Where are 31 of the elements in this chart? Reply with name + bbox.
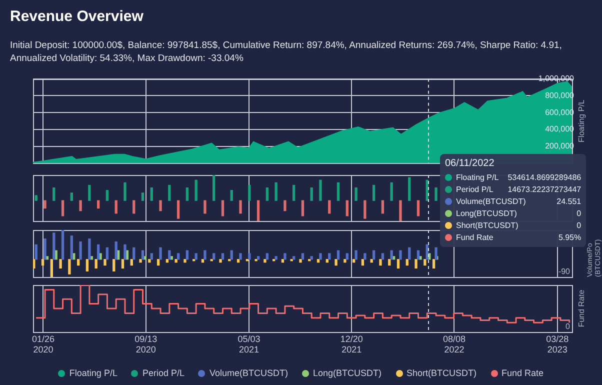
y-axis-title: Floating P/L [577, 99, 586, 142]
y-axis-title: Fund Rate [577, 289, 586, 328]
chart-subtitle: Initial Deposit: 100000.00$, Balance: 997841.85$, Cumulative Return: 897.84%, Annualized Returns: 269.74%, Sharpe Ratio: 4.91, Annualized Volatility: 54.33%, Max Drawdown: -33.04% [10, 39, 563, 65]
legend-label: Short(BTCUSDT) [406, 368, 477, 378]
chart-title: Revenue Overview [10, 8, 144, 25]
x-tick-label: 03/28 2023 [546, 334, 569, 355]
annotation: Period P/L [456, 184, 494, 194]
legend-label: Volume(BTCUSDT) [209, 368, 288, 378]
annotation: 06/11/2022 [445, 158, 496, 169]
annotation: 14673.22237273447 [506, 184, 582, 194]
text: 0 [576, 220, 582, 230]
legend-label: Fund Rate [502, 368, 544, 378]
text: Period P/L [142, 368, 184, 378]
x-tick-label: 08/08 2022 [442, 334, 466, 355]
annotation: Short(BTCUSDT) [456, 220, 518, 230]
annotation: 0 [566, 322, 571, 332]
text: 0 [576, 208, 582, 218]
annotation: 5.95% [557, 232, 582, 242]
x-tick-label: 09/13 2020 [134, 334, 158, 355]
x-tick-label: 12/20 2021 [340, 334, 363, 355]
annotation: Long(BTCUSDT) [456, 208, 517, 218]
annotation: 24.551 [556, 196, 582, 206]
legend-label: Long(BTCUSDT) [313, 368, 382, 378]
annotation: 534614.8699289486 [506, 172, 582, 182]
x-tick-label: 05/03 2021 [238, 334, 260, 355]
annotation: -90 [558, 267, 571, 276]
legend-label: Floating P/L [69, 368, 118, 378]
annotation: Volume(BTCUSDT) [456, 196, 526, 206]
annotation: Fund Rate [456, 232, 494, 242]
annotation: Floating P/L [456, 172, 499, 182]
x-tick-label: 01/26 2020 [32, 334, 54, 355]
